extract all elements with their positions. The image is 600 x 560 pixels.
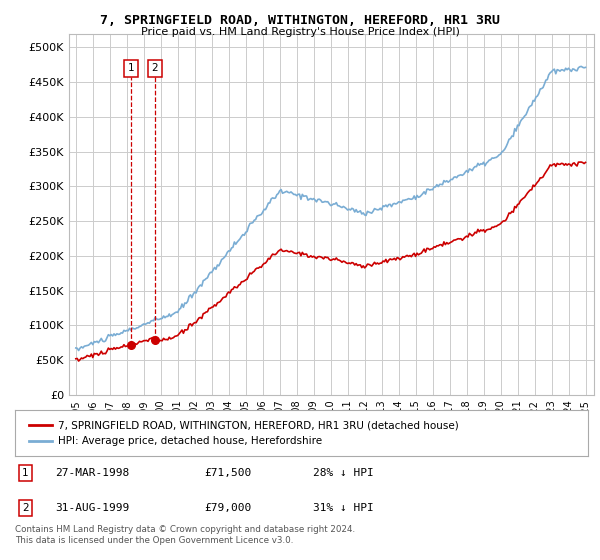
Legend: 7, SPRINGFIELD ROAD, WITHINGTON, HEREFORD, HR1 3RU (detached house), HPI: Averag: 7, SPRINGFIELD ROAD, WITHINGTON, HEREFOR… xyxy=(23,414,466,452)
Text: 28% ↓ HPI: 28% ↓ HPI xyxy=(313,468,374,478)
Text: £71,500: £71,500 xyxy=(204,468,251,478)
Text: 27-MAR-1998: 27-MAR-1998 xyxy=(55,468,130,478)
Text: 2: 2 xyxy=(22,503,29,513)
Text: 31-AUG-1999: 31-AUG-1999 xyxy=(55,503,130,513)
Text: 1: 1 xyxy=(22,468,29,478)
Text: Contains HM Land Registry data © Crown copyright and database right 2024.
This d: Contains HM Land Registry data © Crown c… xyxy=(15,525,355,545)
Text: £79,000: £79,000 xyxy=(204,503,251,513)
Text: 7, SPRINGFIELD ROAD, WITHINGTON, HEREFORD, HR1 3RU: 7, SPRINGFIELD ROAD, WITHINGTON, HEREFOR… xyxy=(100,14,500,27)
Text: Price paid vs. HM Land Registry's House Price Index (HPI): Price paid vs. HM Land Registry's House … xyxy=(140,27,460,37)
Text: 1: 1 xyxy=(127,63,134,73)
Text: 2: 2 xyxy=(152,63,158,73)
Text: 31% ↓ HPI: 31% ↓ HPI xyxy=(313,503,374,513)
